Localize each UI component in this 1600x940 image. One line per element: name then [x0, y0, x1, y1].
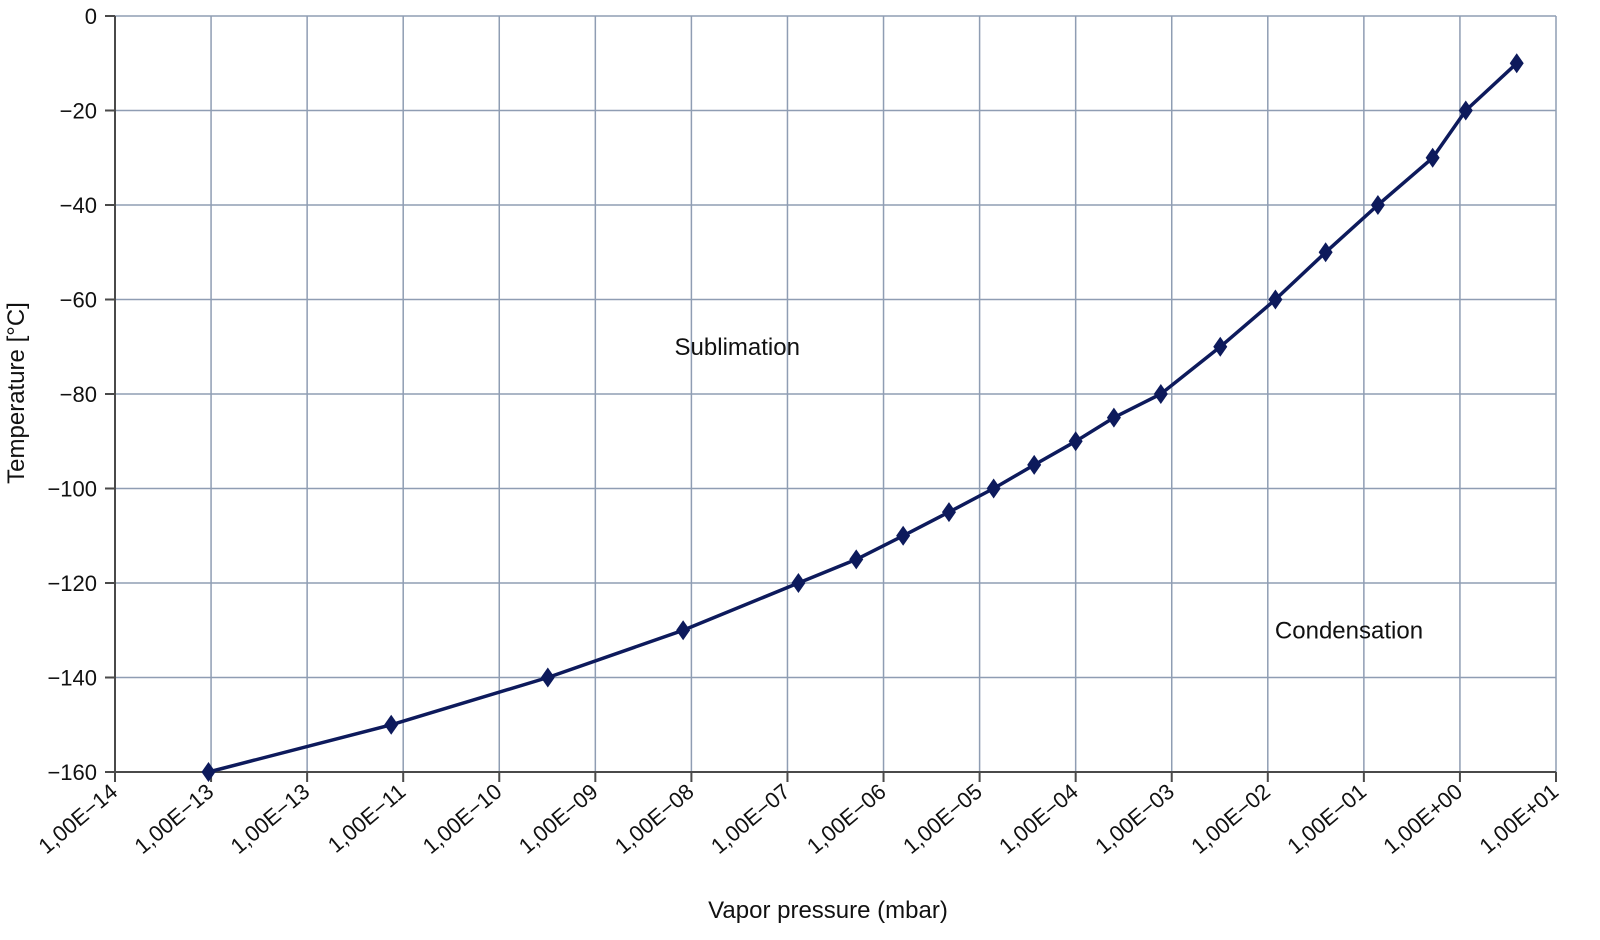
data-point-marker: [1425, 147, 1440, 168]
y-tick-label: −40: [60, 193, 97, 218]
y-tick-label: −140: [47, 666, 97, 691]
y-tick-label: −80: [60, 382, 97, 407]
data-point-marker: [1509, 53, 1524, 74]
data-point-marker: [1027, 454, 1042, 475]
data-point-marker: [986, 478, 1001, 499]
annotation-label: Condensation: [1275, 617, 1423, 644]
data-point-marker: [896, 525, 911, 546]
x-tick-label: 1,00E−11: [323, 779, 410, 858]
data-point-marker: [1458, 100, 1473, 121]
y-tick-label: −120: [47, 571, 97, 596]
y-tick-label: −100: [47, 477, 97, 502]
x-tick-label: 1,00E−07: [706, 779, 795, 859]
data-point-marker: [1370, 195, 1385, 215]
data-point-marker: [1213, 336, 1228, 357]
x-tick-label: 1,00E+01: [1475, 779, 1564, 859]
data-point-marker: [941, 502, 956, 523]
x-tick-label: 1,00E−09: [514, 779, 603, 859]
x-tick-label: 1,00E−05: [898, 779, 987, 859]
x-tick-label: 1,00E+00: [1378, 779, 1467, 859]
annotation-label: Sublimation: [675, 334, 800, 361]
y-axis-title: Temperature [°C]: [3, 302, 30, 484]
x-tick-label: 1,00E−03: [1090, 779, 1179, 859]
data-point-marker: [201, 762, 216, 782]
y-tick-label: −20: [60, 99, 97, 124]
data-point-marker: [676, 620, 691, 641]
y-tick-label: 0: [85, 4, 97, 29]
data-point-marker: [1068, 431, 1083, 452]
x-tick-label: 1,00E−14: [34, 779, 123, 859]
data-point-marker: [1318, 242, 1333, 263]
data-point-marker: [1268, 289, 1283, 310]
annotations: Sublimation Condensation: [675, 334, 1424, 645]
data-point-marker: [849, 549, 864, 570]
x-tick-label: 1,00E−04: [994, 779, 1083, 859]
y-tick-label: −60: [60, 288, 97, 313]
x-tick-label: 1,00E−06: [802, 779, 891, 859]
x-tick-label: 1,00E−10: [418, 779, 507, 859]
data-point-marker: [791, 573, 806, 593]
grid: [114, 15, 1557, 773]
data-point-marker: [1153, 384, 1168, 404]
x-tick-label: 1,00E−08: [610, 779, 699, 859]
x-tick-label: 1,00E−02: [1186, 779, 1275, 859]
data-point-marker: [540, 667, 555, 688]
series-line: [208, 62, 1518, 774]
x-tick-label: 1,00E−13: [226, 779, 315, 859]
data-point-marker: [384, 714, 399, 735]
x-tick-label: 1,00E−13: [130, 779, 219, 859]
data-point-marker: [1106, 407, 1121, 428]
x-axis-title: Vapor pressure (mbar): [708, 897, 948, 924]
data-series: [201, 53, 1524, 782]
y-tick-label: −160: [47, 760, 97, 785]
x-tick-label: 1,00E−01: [1282, 779, 1371, 859]
